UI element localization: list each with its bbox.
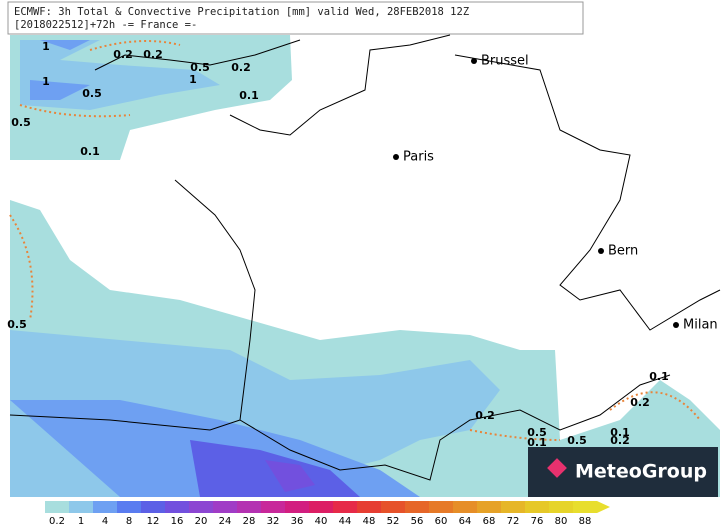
precip-area [265, 460, 315, 492]
colorbar-label: 0.2 [49, 516, 65, 527]
colorbar-label: 64 [459, 516, 472, 527]
colorbar-label: 1 [78, 516, 84, 527]
colorbar-cell [573, 501, 597, 513]
contour-label: 0.1 [649, 370, 669, 383]
colorbar-cell [93, 501, 117, 513]
colorbar-label: 8 [126, 516, 132, 527]
colorbar-label: 32 [267, 516, 280, 527]
colorbar-label: 88 [579, 516, 592, 527]
colorbar-cell [213, 501, 237, 513]
city-dot [393, 154, 399, 160]
colorbar-cell [69, 501, 93, 513]
colorbar-cell [453, 501, 477, 513]
colorbar-label: 12 [147, 516, 160, 527]
colorbar-arrow [597, 501, 610, 513]
colorbar-label: 40 [315, 516, 328, 527]
contour-label: 0.5 [527, 426, 547, 439]
colorbar-label: 68 [483, 516, 496, 527]
contour-label: 0.1 [610, 426, 630, 439]
contour-label: 0.1 [527, 436, 547, 449]
colorbar-cell [333, 501, 357, 513]
city-label: Bern [608, 244, 638, 259]
header-title: ECMWF: 3h Total & Convective Precipitati… [14, 6, 469, 18]
colorbar-cell [477, 501, 501, 513]
colorbar-label: 60 [435, 516, 448, 527]
colorbar-label: 28 [243, 516, 256, 527]
coastline-border [9, 34, 721, 481]
header-box [7, 1, 584, 35]
colorbar-label: 56 [411, 516, 424, 527]
contour-label: 1 [42, 40, 50, 53]
colorbar-cell [189, 501, 213, 513]
contour-label: 0.5 [82, 87, 102, 100]
contour-label: 0.2 [231, 61, 251, 74]
colorbar-label: 4 [102, 516, 108, 527]
contour-label: 0.5 [11, 116, 31, 129]
colorbar-cell [405, 501, 429, 513]
colorbar-label: 76 [531, 516, 544, 527]
colorbar-cell [429, 501, 453, 513]
colorbar-cell [525, 501, 549, 513]
contour-label: 0.2 [113, 48, 133, 61]
colorbar-cell [285, 501, 309, 513]
contour-label: 0.2 [630, 396, 650, 409]
colorbar-label: 16 [171, 516, 184, 527]
colorbar-cell [381, 501, 405, 513]
contour-label: 0.2 [143, 48, 163, 61]
colorbar-cell [165, 501, 189, 513]
precip-area [30, 40, 90, 100]
colorbar-cell [237, 501, 261, 513]
contour-label: 1 [189, 73, 197, 86]
contour-label: 0.2 [610, 434, 630, 447]
contour-label: 0.5 [190, 61, 210, 74]
city-dot [471, 58, 477, 64]
contour-label: 0.2 [475, 409, 495, 422]
city-dot [673, 322, 679, 328]
contour-label: 0.1 [80, 145, 100, 158]
colorbar-cell [309, 501, 333, 513]
city-label: Brussel [481, 54, 529, 69]
colorbar-label: 48 [363, 516, 376, 527]
contour-label: 1 [42, 75, 50, 88]
colorbar-label: 80 [555, 516, 568, 527]
city-label: Paris [403, 150, 434, 165]
city-label: Milan [683, 318, 718, 333]
logo-icon [547, 458, 567, 478]
logo-text: MeteoGroup [575, 461, 707, 483]
header-subtitle: [2018022512]+72h -= France =- [14, 19, 197, 31]
colorbar-cell [549, 501, 573, 513]
contour-label: 0.1 [239, 89, 259, 102]
colorbar-cell [501, 501, 525, 513]
colorbar-label: 72 [507, 516, 520, 527]
colorbar-cell [45, 501, 69, 513]
map [9, 34, 721, 497]
colorbar-label: 24 [219, 516, 232, 527]
colorbar-cell [117, 501, 141, 513]
colorbar-label: 44 [339, 516, 352, 527]
colorbar-cell [357, 501, 381, 513]
contour-label: 0.5 [7, 318, 27, 331]
contour-label: 0.5 [567, 434, 587, 447]
colorbar-label: 20 [195, 516, 208, 527]
colorbar-cell [261, 501, 285, 513]
colorbar-cell [141, 501, 165, 513]
colorbar-label: 36 [291, 516, 304, 527]
city-dot [598, 248, 604, 254]
colorbar-label: 52 [387, 516, 400, 527]
